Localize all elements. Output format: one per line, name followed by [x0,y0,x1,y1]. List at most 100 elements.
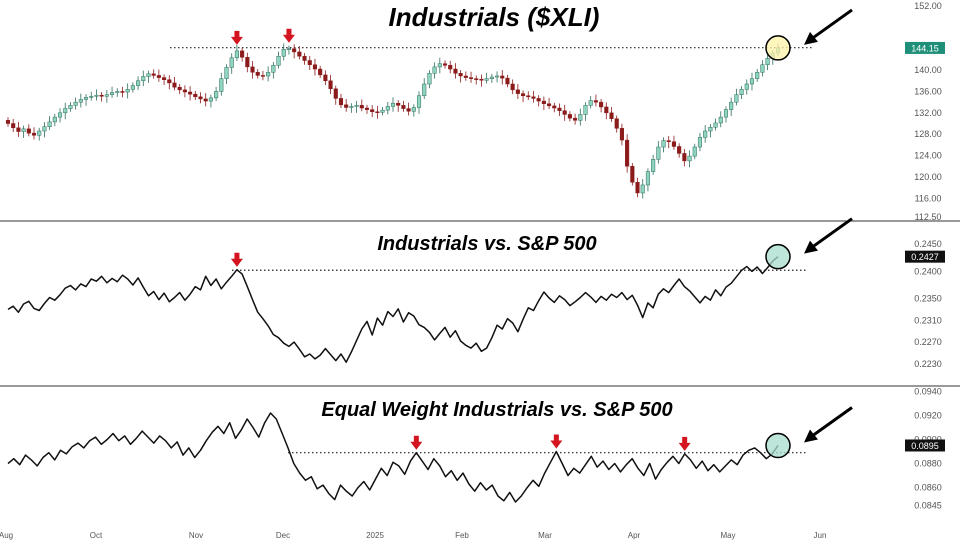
candle-body [68,105,73,109]
candle-body [557,107,562,111]
candle-body [219,78,224,92]
candle-body [614,118,619,129]
candle-body [11,123,16,129]
candle-body [619,128,624,141]
candle-body [671,141,676,147]
candle-body [188,91,193,95]
candle-body [448,65,453,70]
candle-body [656,146,661,160]
candle-body [385,106,390,111]
candle-body [416,95,422,108]
xli-title: Industrials ($XLI) [389,2,600,32]
y-tick-label: 140.00 [914,65,942,75]
candle-body [573,117,578,121]
candle-body [307,60,312,66]
candle-body [552,105,557,109]
highlight-circle [765,35,791,61]
candle-body [208,97,213,102]
candle-body [266,71,271,77]
y-tick-label: 0.2310 [914,315,942,325]
candle-body [645,171,650,186]
candle-body [354,105,359,107]
candle-body [687,155,692,162]
candle-body [234,50,239,59]
pointer-arrow-shaft [809,406,853,439]
candle-body [510,83,515,91]
candle-body [744,83,749,90]
x-tick-label: Jun [814,531,827,540]
candle-body [567,114,572,119]
candle-body [677,146,682,154]
marker-arrow [230,30,243,45]
y-tick-label: 0.0920 [914,410,942,420]
pointer-arrow-head [804,240,818,254]
candle-body [500,75,505,79]
candle-body [224,67,229,79]
candle-body [125,89,130,93]
candle-body [625,139,630,167]
candle-body [229,57,234,68]
candle-body [31,132,37,136]
candle-body [203,98,208,102]
y-tick-label: 120.00 [914,172,942,182]
candle-body [177,86,182,91]
y-tick-label: 0.2270 [914,337,942,347]
candle-body [130,85,135,90]
last-value-badge [905,250,945,263]
last-value-badge [905,439,945,452]
y-tick-label: 128.00 [914,129,942,139]
candle-body [479,78,484,81]
candle-body [708,127,713,132]
candle-body [359,105,364,109]
x-tick-label: Mar [538,531,552,540]
candle-body [495,75,500,78]
candle-body [489,76,494,79]
pointer-arrow-head [804,31,818,45]
candle-body [16,127,21,132]
candle-body [604,106,609,114]
candle-body [26,128,31,134]
eq-title: Equal Weight Industrials vs. S&P 500 [321,399,672,421]
candle-body [640,184,645,194]
last-value-label: 0.2427 [911,252,939,262]
x-axis: Aug Oct Nov Dec 2025 Feb Mar Apr May Jun [0,531,826,540]
candle-body [729,101,734,110]
candle-body [37,130,42,136]
x-tick-label: Apr [628,531,641,540]
candle-body [156,75,161,78]
candle-body [432,66,437,74]
y-tick-label: 0.2400 [914,266,942,276]
candle-body [697,137,703,148]
y-axes: 152.00144.00140.00136.00132.00128.00124.… [905,1,945,511]
y-tick-label: 132.00 [914,108,942,118]
marker-arrow [678,436,691,451]
candle-body [755,71,760,79]
candle-body [89,96,94,98]
ratio-title: Industrials vs. S&P 500 [377,233,596,255]
candle-body [583,105,588,115]
candle-body [115,91,120,93]
candle-body [193,93,198,98]
candle-body [484,78,489,81]
candle-body [661,140,666,148]
x-tick-label: Feb [455,531,469,540]
eq-series [7,406,853,503]
candle-body [562,110,567,115]
candle-body [162,77,167,80]
y-tick-label: 0.0880 [914,459,942,469]
candle-body [531,96,536,99]
candle-body [292,48,297,53]
candle-body [651,159,656,172]
candle-body [110,92,115,95]
candle-body [630,166,635,183]
candle-body [760,64,765,73]
pointer-arrow-head [804,429,818,443]
candle-body [422,83,427,96]
candle-body [250,66,255,73]
candle-body [141,76,146,82]
candle-body [526,95,531,98]
candle-body [505,77,510,85]
y-tick-label: 0.0940 [914,386,942,396]
candle-body [167,79,172,84]
